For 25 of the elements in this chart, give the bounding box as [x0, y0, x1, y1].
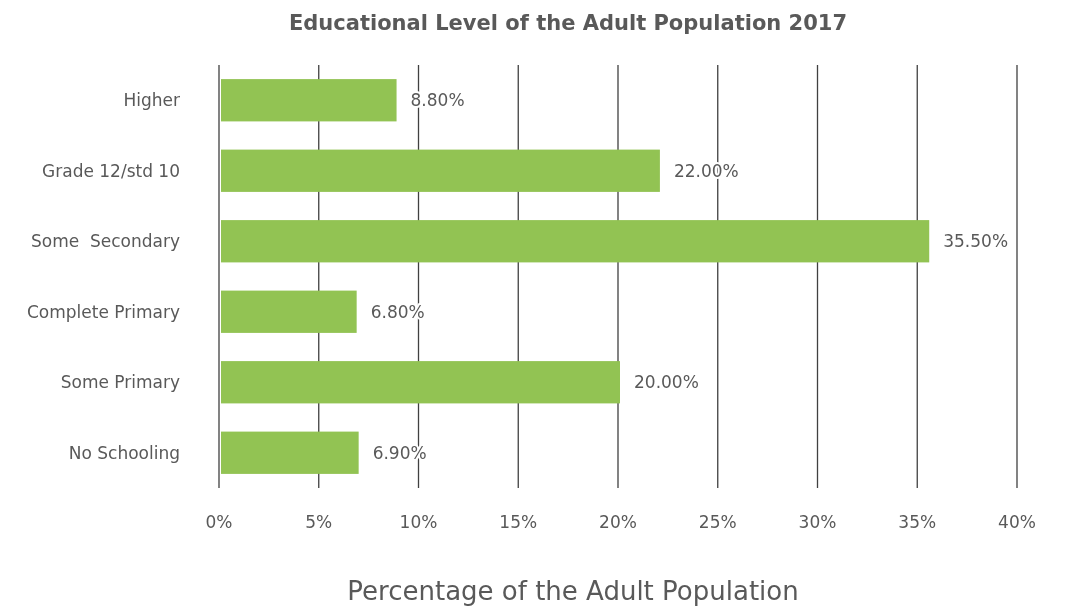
data-label: 20.00% — [634, 372, 699, 393]
y-tick-label: Higher — [123, 90, 180, 111]
x-tick-label: 15% — [499, 512, 538, 532]
bar — [221, 431, 359, 474]
x-tick-label: 10% — [399, 512, 438, 532]
y-tick-label: No Schooling — [68, 442, 180, 463]
y-tick-label: Some Primary — [60, 372, 180, 393]
x-tick-label: 20% — [599, 512, 637, 532]
bar — [221, 149, 660, 192]
bar — [221, 361, 620, 404]
bar — [221, 220, 930, 263]
bar — [221, 290, 357, 333]
y-tick-label: Some Secondary — [30, 231, 180, 252]
x-tick-label: 30% — [798, 512, 837, 532]
x-axis-title: Percentage of the Adult Population — [347, 576, 799, 606]
x-tick-label: 0% — [205, 512, 233, 532]
x-tick-label: 40% — [998, 512, 1036, 532]
bar — [221, 79, 397, 122]
x-tick-label: 5% — [305, 512, 333, 532]
y-tick-label: Complete Primary — [26, 301, 180, 322]
x-tick-label: 35% — [898, 512, 937, 532]
chart-title: Educational Level of the Adult Population 2017 — [288, 11, 848, 35]
y-tick-label: Grade 12/std 10 — [42, 160, 180, 181]
data-label: 35.50% — [943, 231, 1009, 252]
x-tick-label: 25% — [698, 512, 737, 532]
